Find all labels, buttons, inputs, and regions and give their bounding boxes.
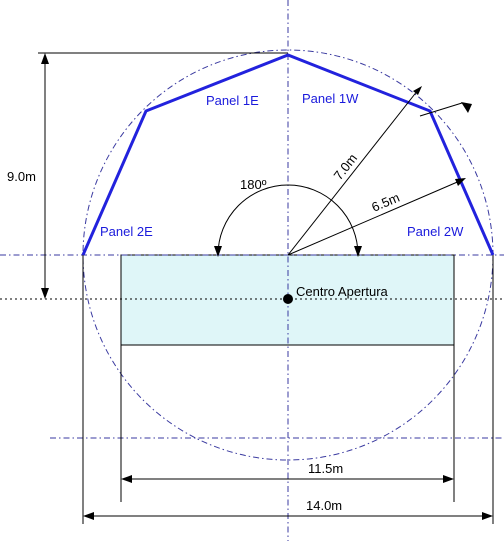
angle-label: 180º [240, 177, 267, 192]
radius-outer-arrow [413, 86, 422, 95]
height-label: 9.0m [7, 169, 36, 184]
center-label: Centro Apertura [296, 284, 389, 299]
height-arrow-bottom [41, 288, 49, 299]
angle-arc [217, 184, 359, 256]
panel-polyline [81, 53, 495, 256]
outer-width-arrow-right [482, 512, 493, 520]
inner-width-label: 11.5m [308, 461, 343, 476]
panel-1e-label: Panel 1E [206, 93, 259, 108]
radius-outer-label: 7.0m [331, 151, 361, 183]
radius-inner-line [287, 179, 463, 256]
panel-offset-arrow [461, 102, 472, 113]
center-point [283, 294, 293, 304]
radius-inner-label: 6.5m [369, 190, 401, 215]
radius-outer-line [287, 89, 419, 256]
radius-inner-arrow [455, 178, 466, 186]
panel-1w-label: Panel 1W [302, 91, 359, 106]
panel-offset-leader [419, 102, 463, 117]
panel-2e-label: Panel 2E [100, 224, 153, 239]
height-arrow-top [41, 53, 49, 64]
inner-width-arrow-right [443, 475, 454, 483]
panel-2w-label: Panel 2W [407, 224, 464, 239]
angle-arc-arrow-left [214, 246, 222, 257]
inner-width-arrow-left [121, 475, 132, 483]
angle-arc-arrow-right [354, 246, 362, 257]
outer-width-arrow-left [83, 512, 94, 520]
outer-width-label: 14.0m [306, 498, 342, 513]
